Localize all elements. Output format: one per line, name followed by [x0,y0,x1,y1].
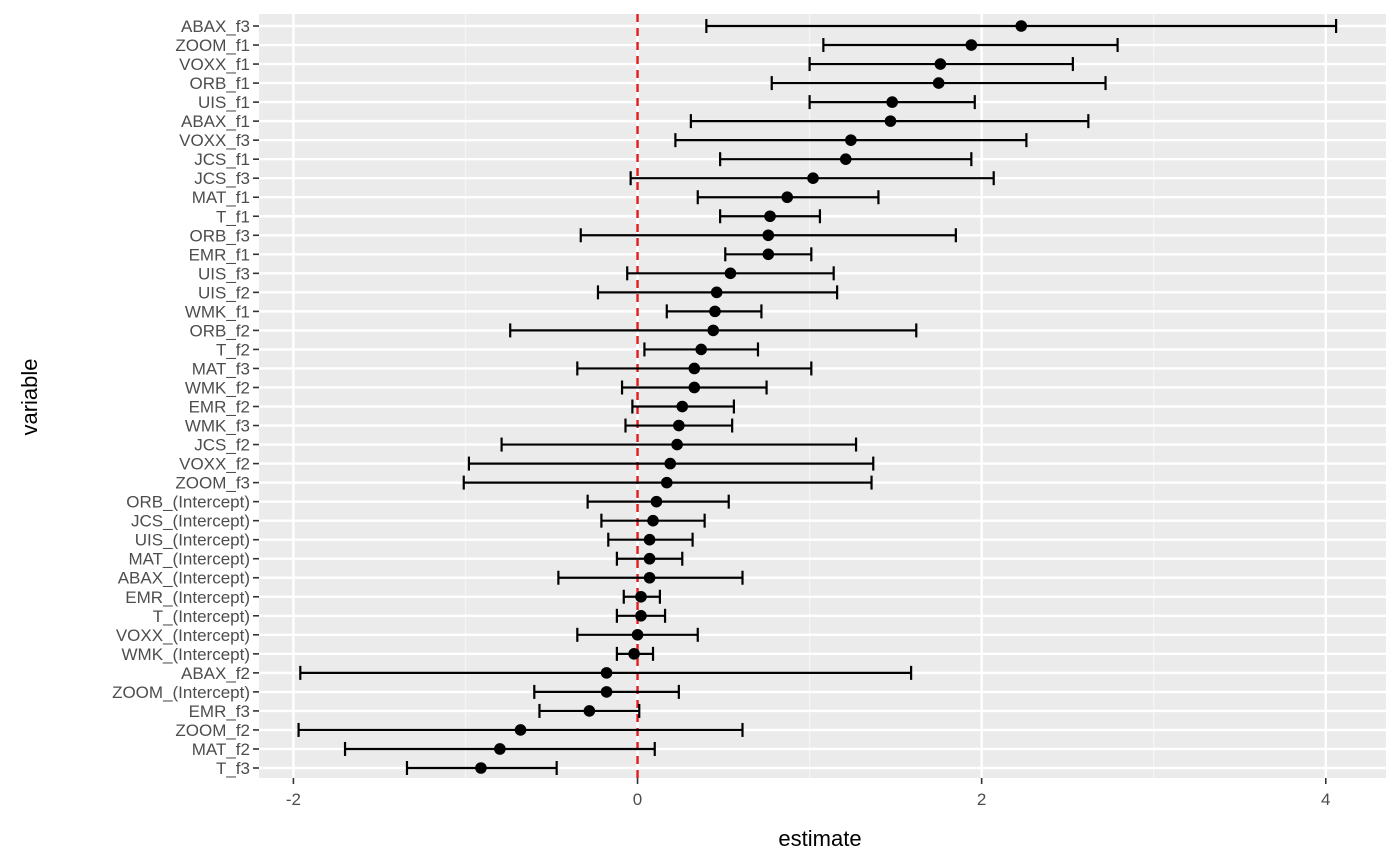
point-estimate [664,457,677,470]
x-tick-label: -2 [286,790,301,809]
y-tick-label: ORB_f1 [190,74,250,93]
y-tick-label: ABAX_f3 [181,17,250,36]
point-estimate [724,267,737,280]
point-estimate [688,381,701,394]
point-estimate [514,724,527,736]
y-tick-label: MAT_f2 [192,740,250,759]
point-estimate [583,705,596,717]
point-estimate [635,590,647,603]
y-tick-label: MAT_(Intercept) [128,550,250,569]
point-estimate [707,324,720,337]
point-estimate [671,438,683,451]
point-estimate [934,58,947,70]
x-axis-ticks: -2 0 2 4 [286,778,1331,809]
y-tick-label: WMK_f2 [185,378,250,397]
y-tick-label: ORB_f2 [190,321,250,340]
y-tick-label: ORB_(Intercept) [126,493,250,512]
x-tick-label: 0 [633,790,642,809]
y-tick-label: WMK_f3 [185,417,250,436]
y-tick-label: ABAX_f1 [181,112,250,131]
y-tick-label: T_f3 [216,759,250,778]
y-tick-label: MAT_f1 [192,188,250,207]
x-tick-label: 4 [1321,790,1330,809]
y-tick-label: ZOOM_f2 [175,721,250,740]
y-tick-label: JCS_f1 [194,150,250,169]
point-estimate [600,686,613,698]
y-tick-label: EMR_(Intercept) [125,588,250,607]
point-estimate [709,305,721,318]
y-tick-label: VOXX_f1 [179,55,250,74]
point-estimate [643,533,656,546]
y-tick-label: VOXX_f2 [179,455,250,474]
point-estimate [635,609,647,622]
point-estimates [475,20,1028,774]
y-tick-label: ZOOM_(Intercept) [112,683,250,702]
y-tick-label: VOXX_f3 [179,131,250,150]
y-tick-label: UIS_f3 [198,264,250,283]
y-axis-ticks: ABAX_f3ZOOM_f1VOXX_f1ORB_f1UIS_f1ABAX_f1… [112,17,259,778]
y-tick-label: WMK_(Intercept) [122,645,250,664]
x-axis-title: estimate [778,826,861,851]
point-estimate [676,400,689,413]
y-tick-label: T_f2 [216,340,250,359]
y-tick-label: JCS_f2 [194,436,250,455]
y-tick-label: ABAX_(Intercept) [118,569,250,588]
point-estimate [628,648,640,660]
point-estimate [762,229,775,242]
y-tick-label: T_(Intercept) [153,607,250,626]
y-tick-label: EMR_f3 [189,702,250,721]
point-estimate [762,248,775,261]
point-estimate [884,115,897,127]
y-tick-label: JCS_(Intercept) [131,512,250,531]
point-estimate [660,476,673,489]
point-estimate [886,96,898,108]
point-estimate [807,172,819,185]
point-estimate [647,514,659,527]
y-tick-label: ABAX_f2 [181,664,250,683]
y-tick-label: MAT_f3 [192,359,250,378]
y-tick-label: WMK_f1 [185,302,250,321]
y-axis-title: variable [17,358,42,435]
point-estimate [494,743,506,755]
point-estimate [475,762,487,774]
plot-panel [259,14,1386,778]
y-tick-label: ZOOM_f1 [175,36,250,55]
point-estimate [688,362,701,375]
y-tick-label: UIS_f2 [198,283,250,302]
y-tick-label: T_f1 [216,207,250,226]
y-tick-label: EMR_f2 [189,398,250,417]
y-tick-label: UIS_f1 [198,93,250,112]
y-tick-label: ORB_f3 [190,226,250,245]
point-estimate [764,210,776,223]
point-estimate [673,419,685,432]
point-estimate [710,286,723,299]
y-tick-label: ZOOM_f3 [175,474,250,493]
point-estimate [965,39,978,51]
y-tick-label: VOXX_(Intercept) [116,626,250,645]
y-tick-label: EMR_f1 [189,245,250,264]
point-estimate [1015,20,1028,32]
point-estimate [932,77,945,89]
y-tick-label: JCS_f3 [194,169,250,188]
point-estimate [839,153,852,165]
point-estimate [643,571,656,584]
x-tick-label: 2 [977,790,986,809]
point-estimate [600,667,613,679]
point-estimate [631,629,644,641]
point-estimate [845,134,857,146]
y-tick-label: UIS_(Intercept) [135,531,250,550]
point-estimate [781,191,794,204]
point-estimate [650,495,663,508]
point-estimate [643,552,656,565]
point-estimate [695,343,707,356]
